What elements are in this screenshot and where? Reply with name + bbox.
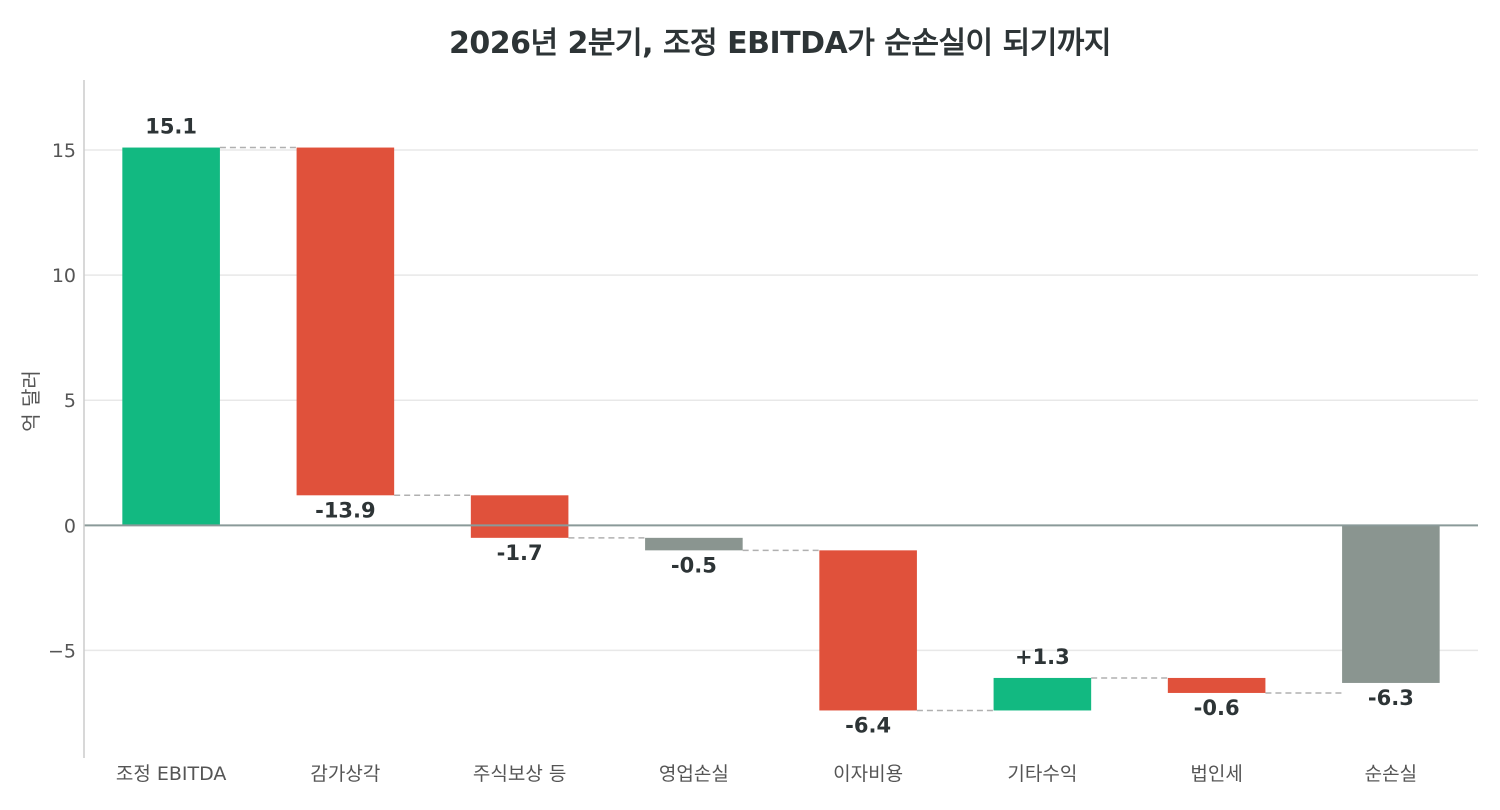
y-tick-label: 10 [52, 265, 76, 287]
bar [1342, 525, 1440, 683]
data-label: +1.3 [1015, 645, 1070, 669]
x-tick-label: 이자비용 [833, 763, 903, 785]
grid-layer [84, 149, 1478, 652]
y-tick-label: 5 [64, 390, 76, 412]
bar [296, 147, 395, 496]
bar [470, 495, 569, 538]
x-tick-label: 주식보상 등 [473, 763, 566, 785]
bar [645, 537, 743, 551]
x-tick-label: 조정 EBITDA [116, 763, 227, 785]
data-label: -1.7 [497, 541, 543, 565]
data-label: -6.4 [845, 713, 891, 737]
data-label: -0.5 [671, 553, 717, 577]
x-tick-label: 순손실 [1365, 763, 1417, 785]
x-tick-label: 감가상각 [310, 763, 380, 785]
y-tick-label: 15 [52, 140, 76, 162]
connector-layer [219, 146, 1343, 712]
data-label: -13.9 [315, 498, 376, 522]
y-tick-label: 0 [64, 515, 76, 537]
chart-title: 2026년 2분기, 조정 EBITDA가 순손실이 되기까지 [449, 26, 1112, 61]
label-layer: 15.1 -13.9 -1.7 -0.5 -6.4 +1.3 -0.6 -6.3 [145, 115, 1414, 738]
x-tick-label: 기타수익 [1007, 763, 1077, 785]
bar [1167, 677, 1266, 693]
bar [122, 147, 220, 526]
bar [993, 677, 1092, 711]
data-label: -0.6 [1194, 696, 1240, 720]
bar [819, 550, 917, 711]
x-tick-label: 영업손실 [659, 763, 729, 785]
bar-layer [122, 147, 1440, 711]
data-label: -6.3 [1368, 686, 1414, 710]
y-axis-title: 억 달러 [19, 370, 43, 432]
data-label: 15.1 [145, 115, 197, 139]
y-tick-label: −5 [48, 640, 76, 662]
x-tick-label: 법인세 [1190, 763, 1242, 785]
